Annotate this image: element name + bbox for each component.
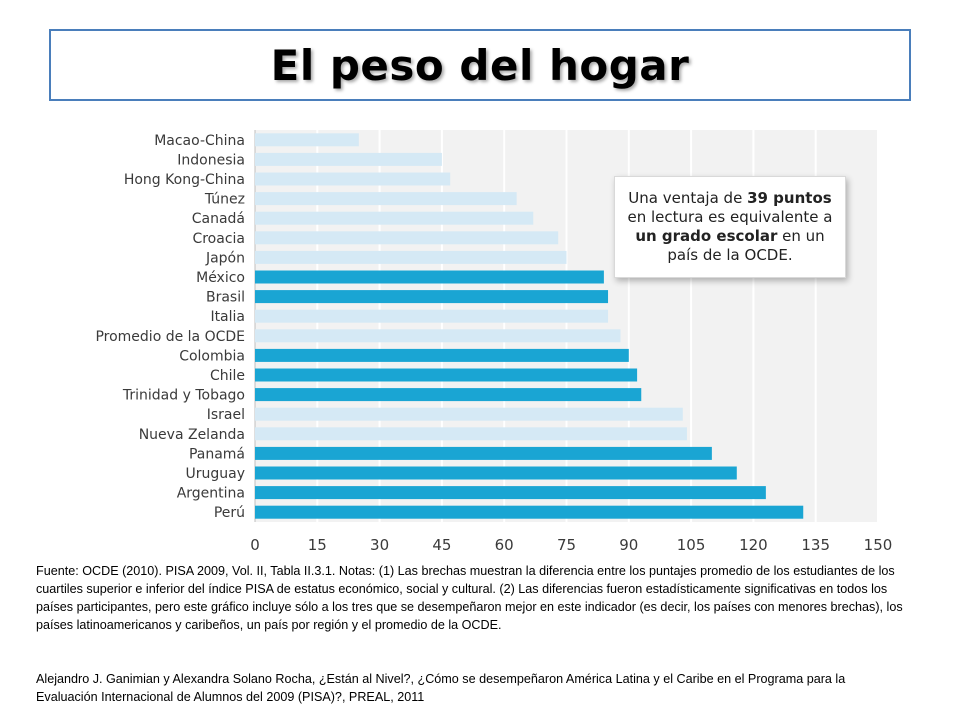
bar-19 — [255, 486, 766, 500]
category-label-6: Croacia — [192, 231, 245, 247]
category-label-1: Macao-China — [154, 133, 245, 149]
bar-6 — [255, 231, 559, 245]
category-label-8: México — [196, 270, 245, 286]
bar-15 — [255, 407, 683, 421]
category-label-4: Túnez — [204, 192, 245, 208]
bar-12 — [255, 348, 629, 362]
bar-1 — [255, 133, 359, 147]
author-credit: Alejandro J. Ganimian y Alexandra Solano… — [36, 672, 846, 704]
bar-3 — [255, 172, 451, 186]
callout-suffix: en un país de la OCDE. — [667, 227, 825, 264]
x-tick-label-0: 0 — [250, 536, 260, 554]
bar-18 — [255, 466, 737, 480]
x-tick-label-3: 45 — [432, 536, 451, 554]
callout-box: Una ventaja de 39 puntos en lectura es e… — [614, 176, 846, 278]
bar-14 — [255, 388, 642, 402]
callout-bold-points: 39 puntos — [747, 189, 832, 207]
x-tick-label-10: 150 — [864, 536, 893, 554]
category-label-13: Chile — [210, 368, 245, 384]
bar-10 — [255, 309, 609, 323]
category-label-19: Argentina — [177, 486, 245, 502]
callout-text: Una ventaja de 39 puntos en lectura es e… — [625, 189, 835, 265]
bar-7 — [255, 250, 567, 264]
source-footnote: Fuente: OCDE (2010). PISA 2009, Vol. II,… — [36, 564, 903, 632]
category-label-15: Israel — [207, 407, 245, 423]
x-tick-label-6: 90 — [619, 536, 638, 554]
category-label-5: Canadá — [192, 211, 245, 227]
x-tick-label-4: 60 — [495, 536, 514, 554]
bar-2 — [255, 152, 442, 166]
x-tick-label-5: 75 — [557, 536, 576, 554]
category-label-11: Promedio de la OCDE — [95, 329, 245, 345]
callout-middle: en lectura es equivalente a — [627, 208, 833, 226]
bar-8 — [255, 270, 604, 284]
bar-20 — [255, 505, 804, 519]
category-label-9: Brasil — [206, 290, 245, 306]
callout-prefix: Una ventaja de — [628, 189, 748, 207]
category-label-16: Nueva Zelanda — [139, 427, 245, 443]
category-label-14: Trinidad y Tobago — [122, 388, 245, 404]
x-tick-label-1: 15 — [308, 536, 327, 554]
category-label-17: Panamá — [189, 446, 245, 462]
bar-17 — [255, 446, 712, 460]
x-tick-label-2: 30 — [370, 536, 389, 554]
category-label-12: Colombia — [179, 348, 245, 364]
bar-13 — [255, 368, 638, 382]
category-label-18: Uruguay — [186, 466, 246, 482]
callout-bold-grade: un grado escolar — [635, 227, 778, 245]
category-label-2: Indonesia — [177, 152, 245, 168]
bar-9 — [255, 290, 609, 304]
category-label-20: Perú — [214, 505, 245, 521]
bar-16 — [255, 427, 687, 441]
category-label-10: Italia — [210, 309, 245, 325]
x-tick-label-9: 135 — [801, 536, 830, 554]
page-title: El peso del hogar — [270, 40, 690, 90]
x-tick-label-7: 105 — [677, 536, 706, 554]
title-box: El peso del hogar — [49, 29, 911, 101]
category-label-3: Hong Kong-China — [124, 172, 245, 188]
bar-5 — [255, 211, 534, 225]
x-tick-label-8: 120 — [739, 536, 768, 554]
bar-11 — [255, 329, 621, 343]
category-label-7: Japón — [205, 250, 245, 266]
bar-4 — [255, 192, 517, 206]
